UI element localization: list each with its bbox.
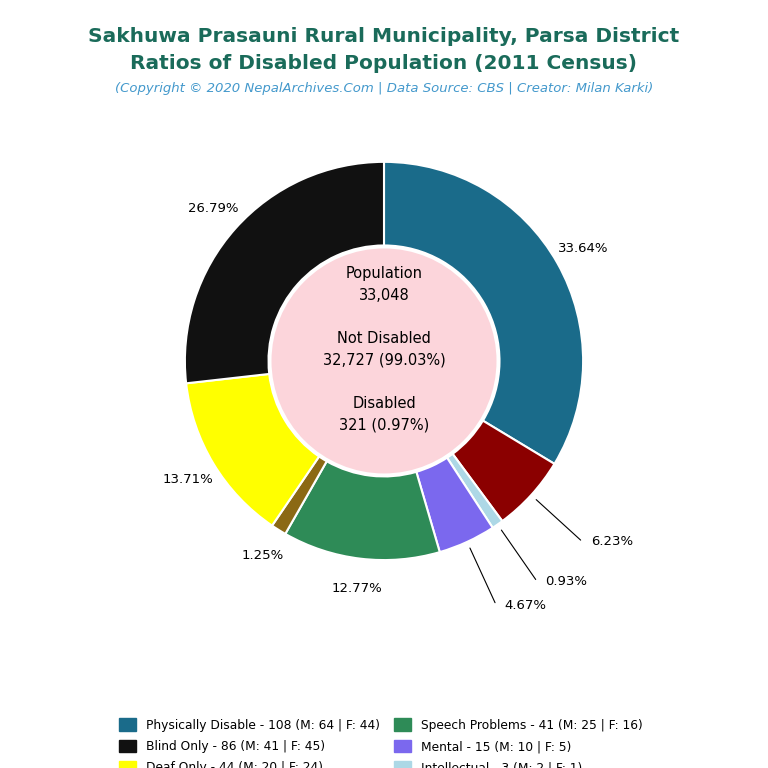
Text: Population
33,048

Not Disabled
32,727 (99.03%)

Disabled
321 (0.97%): Population 33,048 Not Disabled 32,727 (9…	[323, 266, 445, 432]
Wedge shape	[447, 454, 502, 528]
Text: 0.93%: 0.93%	[545, 575, 588, 588]
Text: 6.23%: 6.23%	[591, 535, 633, 548]
Text: Sakhuwa Prasauni Rural Municipality, Parsa District: Sakhuwa Prasauni Rural Municipality, Par…	[88, 27, 680, 46]
Text: 1.25%: 1.25%	[242, 548, 284, 561]
Circle shape	[272, 249, 496, 473]
Text: 4.67%: 4.67%	[504, 599, 546, 612]
Legend: Physically Disable - 108 (M: 64 | F: 44), Blind Only - 86 (M: 41 | F: 45), Deaf : Physically Disable - 108 (M: 64 | F: 44)…	[119, 718, 649, 768]
Wedge shape	[416, 458, 493, 552]
Wedge shape	[285, 462, 440, 560]
Text: (Copyright © 2020 NepalArchives.Com | Data Source: CBS | Creator: Milan Karki): (Copyright © 2020 NepalArchives.Com | Da…	[115, 82, 653, 95]
Wedge shape	[384, 162, 583, 464]
Text: 26.79%: 26.79%	[188, 202, 239, 215]
Wedge shape	[185, 162, 384, 383]
Text: 13.71%: 13.71%	[163, 473, 214, 486]
Wedge shape	[452, 421, 554, 521]
Wedge shape	[186, 374, 319, 525]
Wedge shape	[272, 456, 326, 534]
Text: 33.64%: 33.64%	[558, 242, 609, 255]
Text: 12.77%: 12.77%	[332, 582, 382, 595]
Text: Ratios of Disabled Population (2011 Census): Ratios of Disabled Population (2011 Cens…	[131, 54, 637, 73]
